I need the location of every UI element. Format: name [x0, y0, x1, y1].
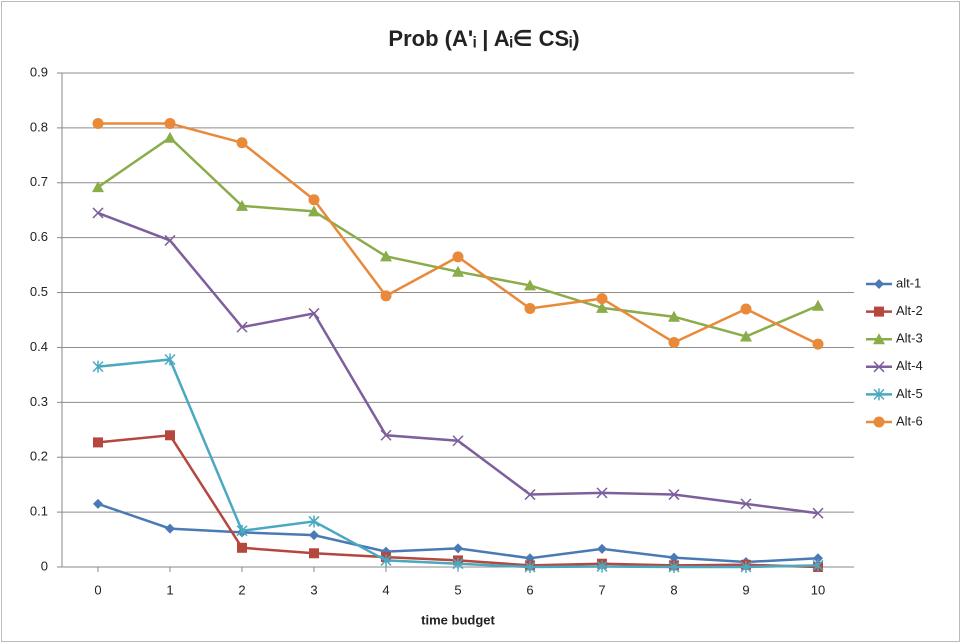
marker [740, 330, 752, 342]
x-tick-label: 6 [526, 582, 533, 597]
x-tick-label: 9 [742, 582, 749, 597]
legend-label: Alt-2 [896, 303, 923, 318]
marker [92, 360, 104, 373]
marker [380, 290, 392, 302]
legend-label: Alt-4 [896, 358, 923, 373]
marker [668, 337, 680, 349]
y-tick-label: 0.5 [30, 284, 48, 299]
marker [873, 388, 885, 401]
marker [308, 515, 320, 528]
marker [812, 299, 824, 311]
x-tick-label: 1 [166, 582, 173, 597]
marker [813, 553, 823, 564]
marker [237, 542, 247, 553]
marker [453, 543, 463, 554]
marker [740, 498, 752, 510]
y-tick-label: 0.9 [30, 64, 48, 79]
marker [597, 543, 607, 554]
y-tick-label: 0.7 [30, 174, 48, 189]
y-tick-label: 0.8 [30, 119, 48, 134]
x-tick-label: 10 [811, 582, 825, 597]
x-tick-label: 3 [310, 582, 317, 597]
marker [740, 303, 752, 315]
marker [309, 530, 319, 541]
y-tick-label: 0.1 [30, 504, 48, 519]
marker [874, 279, 884, 289]
marker [452, 265, 464, 277]
marker [596, 487, 608, 499]
legend-label: alt-1 [896, 275, 921, 290]
legend-label: Alt-5 [896, 386, 923, 401]
marker [596, 560, 608, 573]
marker [524, 279, 536, 291]
marker [236, 524, 248, 537]
x-tick-label: 5 [454, 582, 461, 597]
y-tick-label: 0.3 [30, 394, 48, 409]
marker [873, 361, 885, 373]
marker [524, 489, 536, 501]
marker [92, 181, 104, 193]
marker [668, 561, 680, 573]
marker [668, 310, 680, 322]
x-tick-label: 2 [238, 582, 245, 597]
marker [873, 333, 885, 345]
marker [165, 430, 175, 441]
marker [308, 307, 320, 319]
marker [812, 559, 824, 572]
x-axis-label: time budget [421, 612, 495, 627]
marker [812, 507, 824, 519]
marker [740, 561, 752, 573]
marker [93, 437, 103, 448]
marker [165, 523, 175, 534]
marker [164, 353, 176, 366]
marker [92, 117, 104, 129]
marker [524, 561, 536, 573]
marker [236, 199, 248, 211]
marker [812, 338, 824, 350]
marker [380, 250, 392, 262]
marker [524, 302, 536, 314]
marker [669, 552, 679, 563]
legend-label: Alt-3 [896, 331, 923, 346]
marker [452, 435, 464, 447]
marker [596, 301, 608, 313]
marker [452, 557, 464, 570]
marker [236, 321, 248, 333]
x-tick-label: 8 [670, 582, 677, 597]
x-tick-label: 4 [382, 582, 389, 597]
marker [452, 251, 464, 263]
marker [309, 548, 319, 559]
marker [164, 234, 176, 246]
marker [873, 416, 885, 428]
marker [668, 489, 680, 501]
marker [92, 207, 104, 219]
legend-label: Alt-6 [896, 413, 923, 428]
y-tick-label: 0 [41, 558, 48, 573]
marker [380, 554, 392, 567]
y-tick-label: 0.4 [30, 339, 48, 354]
marker [380, 429, 392, 441]
x-tick-label: 0 [94, 582, 101, 597]
chart-title: Prob (A'ᵢ | Aᵢ∈ CSᵢ) [388, 26, 579, 51]
marker [596, 293, 608, 305]
marker [164, 131, 176, 143]
marker [308, 205, 320, 217]
y-tick-label: 0.6 [30, 229, 48, 244]
marker [93, 498, 103, 509]
marker [236, 137, 248, 149]
x-tick-label: 7 [598, 582, 605, 597]
marker [308, 194, 320, 206]
y-tick-label: 0.2 [30, 449, 48, 464]
marker [164, 117, 176, 129]
marker [874, 306, 884, 317]
